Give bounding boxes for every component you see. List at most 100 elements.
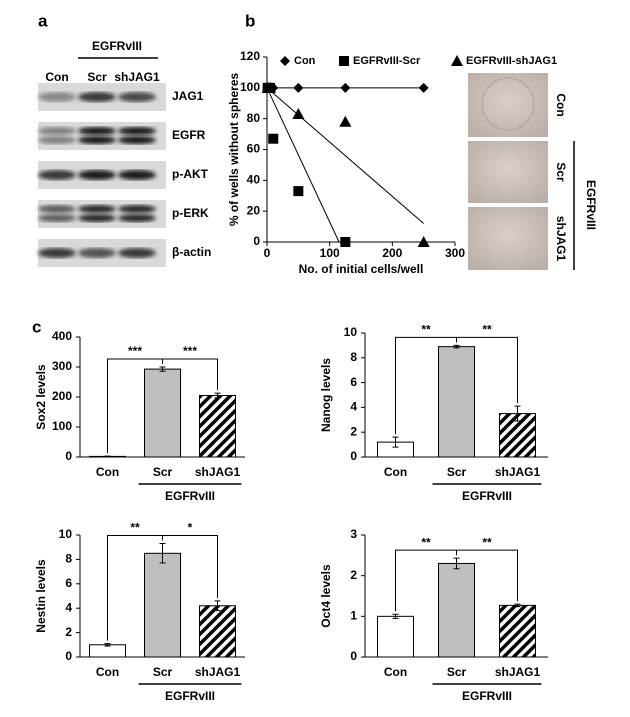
point xyxy=(268,133,279,144)
bar xyxy=(144,368,181,458)
blot-row-label: JAG1 xyxy=(172,89,204,103)
y-tick-label: 1 xyxy=(350,609,357,623)
blot-band xyxy=(78,205,116,213)
y-tick-label: 4 xyxy=(350,400,357,414)
error-bar xyxy=(453,557,460,570)
point xyxy=(264,81,277,93)
significance-label: * xyxy=(188,521,193,535)
x-tick-label: Scr xyxy=(153,665,173,679)
x-tick-label: Scr xyxy=(447,465,467,479)
blot-strip xyxy=(38,122,166,150)
point xyxy=(340,237,351,247)
y-tick-label: 0 xyxy=(253,234,260,248)
blot-band xyxy=(78,136,116,144)
chart: 0 100 200 300 400 Sox2 levels Con Scr shJAG1 EGFR… xyxy=(34,329,245,503)
micrographs: Con Scr shJAG1 EGFRvIII xyxy=(468,73,598,270)
legend-label: EGFRvIII-Scr xyxy=(353,55,421,67)
error-bar xyxy=(214,600,221,612)
blot-band xyxy=(118,136,156,144)
micrograph xyxy=(468,141,548,203)
blot-band xyxy=(118,205,156,213)
chart: 0 20 40 60 80 100 120 0 100 200 300 No. of initial … xyxy=(227,49,557,276)
significance-bracket xyxy=(162,535,218,598)
blot-band xyxy=(78,248,116,258)
y-tick-label: 120 xyxy=(240,49,260,63)
sphere-outline xyxy=(481,77,535,131)
blot-band xyxy=(38,205,76,213)
significance-label: ** xyxy=(421,535,431,549)
y-tick-label: 8 xyxy=(350,350,357,364)
error-bar xyxy=(214,392,221,399)
blot-band xyxy=(118,170,156,180)
panel-label: c xyxy=(32,317,41,336)
error-bar xyxy=(392,613,399,619)
panel-label: b xyxy=(245,11,255,30)
blot-row-label: EGFR xyxy=(172,128,206,142)
y-tick-label: 60 xyxy=(247,142,261,156)
x-tick-label: shJAG1 xyxy=(495,465,541,479)
error-bar xyxy=(159,366,166,372)
blot-band xyxy=(118,248,156,258)
bar xyxy=(199,605,236,658)
blot-band xyxy=(78,214,116,222)
significance-label: ** xyxy=(130,521,140,535)
bar xyxy=(199,395,236,458)
significance-bracket xyxy=(456,336,518,404)
blot-band xyxy=(38,214,76,222)
x-tick-label: 300 xyxy=(445,246,465,260)
bar xyxy=(499,604,536,658)
chart: 0 2 4 6 8 10 Nanog levels Con Scr shJAG1 EGFRvIII *… xyxy=(319,323,548,503)
x-tick-label: Scr xyxy=(153,465,173,479)
y-tick-label: 10 xyxy=(344,325,358,339)
error-bar xyxy=(514,405,521,422)
blot-band xyxy=(38,170,76,180)
chart: 0 1 2 3 Oct4 levels Con Scr shJAG1 EGFRvIII ** ** xyxy=(319,527,548,703)
significance-label: ** xyxy=(421,323,431,337)
y-tick-label: 40 xyxy=(247,173,261,187)
x-tick-label: Scr xyxy=(447,665,467,679)
significance-label: ** xyxy=(482,323,492,337)
legend-label: Con xyxy=(294,55,316,67)
blot-band xyxy=(118,127,156,135)
x-tick-label: shJAG1 xyxy=(495,665,541,679)
bar xyxy=(499,413,536,458)
error-bar xyxy=(104,455,111,458)
group-label: EGFRvIII xyxy=(165,489,215,503)
legend-marker xyxy=(339,56,349,66)
blot-band xyxy=(78,170,116,180)
y-tick-label: 2 xyxy=(350,568,357,582)
bar xyxy=(144,552,181,658)
y-tick-label: 0 xyxy=(65,649,72,663)
x-tick-label: Con xyxy=(96,465,119,479)
y-tick-label: 200 xyxy=(52,389,72,403)
y-axis-label: Nestin levels xyxy=(34,559,48,633)
blot-band xyxy=(38,127,76,135)
point xyxy=(417,236,430,247)
blot-row-label: p-ERK xyxy=(172,206,209,220)
significance-label: *** xyxy=(128,344,142,358)
blot-row-label: p-AKT xyxy=(172,167,209,181)
point xyxy=(418,82,429,93)
significance-bracket xyxy=(456,549,518,602)
legend-marker xyxy=(280,56,290,66)
legend-marker xyxy=(451,55,463,66)
bar xyxy=(438,562,475,658)
group-label: EGFRvIII xyxy=(462,689,512,703)
y-axis-label: Sox2 levels xyxy=(34,364,48,430)
legend-label: EGFRvIII-shJAG1 xyxy=(466,55,557,67)
blot-band xyxy=(118,92,156,102)
y-tick-label: 20 xyxy=(247,203,261,217)
point xyxy=(293,186,304,197)
x-tick-label: 0 xyxy=(264,246,271,260)
x-tick-label: 200 xyxy=(382,246,402,260)
micrograph-label: shJAG1 xyxy=(554,216,568,262)
x-axis-label: No. of initial cells/well xyxy=(299,262,424,276)
fit-line xyxy=(266,87,424,224)
bar xyxy=(89,644,126,658)
y-tick-label: 100 xyxy=(240,80,260,94)
blot-band xyxy=(78,92,116,102)
group-label: EGFRvIII xyxy=(92,39,142,53)
western-blot: EGFRvIII Con Scr shJAG1 JAG1 EGFR p-AKT p-ERK β-… xyxy=(38,39,211,267)
significance-label: *** xyxy=(183,344,197,358)
